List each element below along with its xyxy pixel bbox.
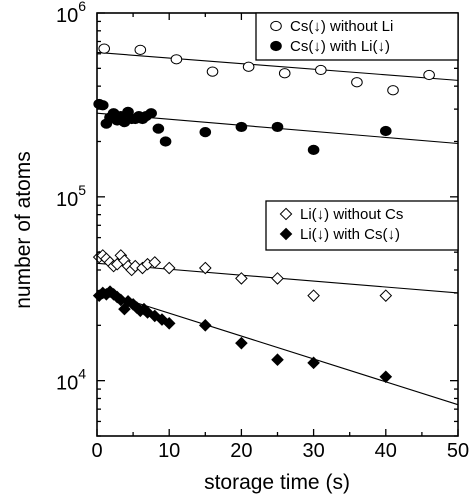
legend-box bbox=[265, 200, 459, 251]
point-series-0 bbox=[134, 44, 147, 55]
point-series-2 bbox=[379, 289, 393, 302]
legend-marker bbox=[279, 207, 293, 221]
point-series-1 bbox=[380, 125, 392, 137]
legend-top: Cs(↓) without Li Cs(↓) with Li(↓) bbox=[255, 12, 459, 61]
legend-marker bbox=[270, 20, 282, 32]
point-series-3 bbox=[114, 293, 128, 307]
data-points bbox=[92, 43, 435, 384]
point-series-0 bbox=[170, 54, 183, 65]
point-series-1 bbox=[235, 121, 248, 133]
legend-label: Cs(↓) without Li bbox=[290, 18, 393, 35]
legend-bottom: Li(↓) without Cs Li(↓) with Cs(↓) bbox=[265, 200, 459, 251]
point-series-1 bbox=[145, 108, 157, 119]
y-tick-label: 105 bbox=[56, 182, 86, 211]
x-tick-label: 30 bbox=[302, 440, 324, 462]
point-series-0 bbox=[206, 66, 219, 77]
point-series-2 bbox=[198, 261, 212, 275]
point-series-0 bbox=[278, 68, 291, 79]
point-series-3 bbox=[148, 309, 162, 323]
legend-label: Li(↓) with Cs(↓) bbox=[300, 226, 400, 243]
point-series-2 bbox=[148, 256, 162, 269]
point-series-0 bbox=[242, 61, 255, 72]
x-axis-title: storage time (s) bbox=[204, 471, 350, 494]
legend-marker bbox=[270, 40, 282, 52]
point-series-3 bbox=[271, 353, 284, 367]
point-series-1 bbox=[307, 144, 320, 156]
legend-label: Cs(↓) with Li(↓) bbox=[290, 38, 390, 55]
point-series-0 bbox=[315, 64, 327, 76]
point-series-1 bbox=[271, 121, 284, 133]
legend-label: Li(↓) without Cs bbox=[300, 206, 403, 223]
point-series-1 bbox=[159, 136, 172, 147]
x-tick-label: 20 bbox=[230, 440, 252, 462]
y-tick-label: 106 bbox=[56, 0, 86, 27]
y-tick-label: 104 bbox=[56, 366, 86, 395]
point-series-3 bbox=[379, 370, 393, 384]
fit-line-series-3 bbox=[96, 289, 459, 406]
axis-ticks: 0 10 20 30 40 50 104 105 106 bbox=[56, 0, 469, 462]
fit-line-series-0 bbox=[96, 51, 459, 81]
point-series-1 bbox=[152, 123, 165, 134]
y-axis-title: number of atoms bbox=[12, 151, 35, 309]
x-tick-label: 0 bbox=[91, 440, 102, 462]
point-series-3 bbox=[235, 336, 248, 350]
point-series-0 bbox=[387, 85, 399, 96]
point-series-2 bbox=[307, 289, 320, 302]
point-series-1 bbox=[96, 100, 109, 111]
point-series-3 bbox=[162, 317, 176, 330]
x-tick-label: 40 bbox=[375, 440, 397, 462]
point-series-2 bbox=[235, 272, 248, 285]
point-series-3 bbox=[155, 313, 169, 326]
x-tick-label: 50 bbox=[447, 440, 469, 462]
point-series-0 bbox=[423, 69, 435, 81]
legend-marker bbox=[279, 227, 293, 241]
legend-box bbox=[255, 12, 459, 61]
point-series-3 bbox=[307, 356, 320, 370]
point-series-1 bbox=[199, 126, 212, 138]
point-series-0 bbox=[98, 43, 111, 54]
point-series-3 bbox=[198, 319, 212, 332]
x-tick-label: 10 bbox=[158, 440, 180, 462]
point-series-0 bbox=[351, 77, 363, 88]
point-series-3 bbox=[141, 306, 154, 319]
point-series-2 bbox=[271, 272, 284, 285]
point-series-2 bbox=[162, 261, 176, 275]
point-series-2 bbox=[128, 259, 142, 273]
